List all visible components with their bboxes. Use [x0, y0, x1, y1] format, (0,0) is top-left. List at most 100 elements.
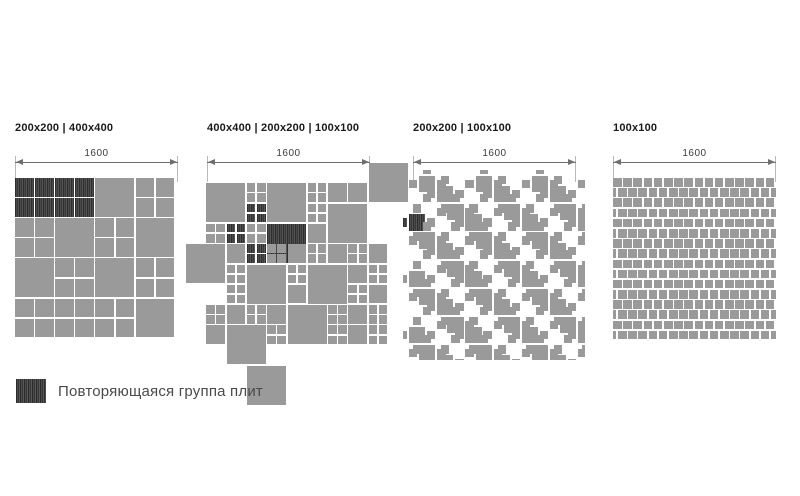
tile-100x100	[669, 290, 678, 299]
tile-field-running-bond	[613, 178, 776, 341]
tile-100x100	[578, 264, 585, 273]
tile-100x100	[287, 274, 297, 284]
tile-100x100	[765, 239, 775, 248]
tile-200x200	[115, 238, 134, 257]
tile-200x200	[578, 327, 585, 344]
tile-100x100	[412, 204, 422, 213]
tile-100x100	[368, 305, 378, 314]
panel-title-4: 100x100	[613, 122, 658, 134]
tile-100x100	[694, 300, 704, 309]
tile-100x100	[338, 325, 347, 334]
tile-100x100	[497, 176, 506, 185]
tile-100x100	[704, 218, 714, 228]
tile-100x100	[745, 279, 755, 289]
tile-100x100	[479, 278, 488, 287]
tile-100x100	[745, 300, 755, 309]
tile-100x100	[669, 188, 678, 197]
tile-400x400	[95, 178, 134, 217]
tile-200x200	[475, 176, 492, 193]
tile-100x100-highlight	[226, 234, 236, 243]
tile-100x100	[618, 188, 627, 197]
tile-200x200	[287, 284, 307, 304]
tile-200x200	[55, 178, 74, 197]
tile-100x100	[730, 290, 739, 299]
tile-100x100	[704, 300, 714, 309]
tile-100x100	[674, 218, 683, 228]
tile-200x200	[493, 299, 510, 316]
tile-100x100	[725, 239, 734, 248]
tile-100x100	[455, 218, 464, 227]
tile-100x100	[328, 315, 337, 324]
tile-100x100	[735, 218, 744, 228]
tile-100x100	[409, 179, 418, 189]
tile-100x100	[765, 178, 775, 187]
tile-100x100	[663, 198, 673, 207]
tile-100x100	[745, 178, 755, 187]
tile-400x400	[368, 163, 408, 202]
tile-400x400	[328, 203, 368, 243]
tile-100x100	[699, 208, 709, 218]
tile-100x100	[669, 249, 678, 258]
tile-100x100	[307, 254, 317, 263]
tile-100x100	[653, 239, 663, 248]
tile-100x100	[689, 330, 698, 340]
tile-100x100	[564, 194, 573, 203]
tile-100x100	[568, 274, 577, 284]
extension-line-right	[775, 156, 776, 182]
tile-100x100-highlight	[257, 213, 266, 223]
tile-100x100	[525, 260, 535, 269]
tile-100x100	[669, 208, 678, 218]
tile-200x200	[437, 242, 454, 259]
tile-200x200	[226, 244, 246, 263]
tile-100x100	[277, 335, 286, 345]
tile-100x100	[663, 320, 673, 330]
arrow-right-icon	[768, 159, 775, 165]
tile-100x100	[750, 249, 760, 258]
arrow-left-icon	[16, 159, 23, 165]
tile-100x100	[441, 345, 450, 354]
tile-100x100	[730, 249, 739, 258]
tile-100x100	[317, 203, 327, 213]
tile-100x100	[246, 315, 256, 324]
tile-field-pinwheel	[403, 170, 585, 360]
extension-line-left	[207, 156, 208, 182]
tile-100x100	[699, 330, 709, 340]
tile-100x100	[578, 236, 585, 245]
tile-100x100	[633, 239, 642, 248]
tile-100x100	[553, 176, 563, 185]
tile-100x100	[368, 315, 378, 324]
tile-100x100-highlight	[246, 213, 256, 223]
tile-100x100	[699, 188, 709, 197]
tile-100x100	[246, 223, 256, 233]
tile-100x100	[451, 306, 460, 316]
tile-100x100	[613, 188, 617, 197]
tile-100x100	[704, 198, 714, 207]
tile-100x100	[257, 234, 266, 243]
tile-100x100	[206, 305, 215, 314]
tile-100x100	[648, 249, 658, 258]
tile-200x200	[328, 183, 347, 202]
tile-100x100	[497, 345, 506, 354]
tile-100x100	[740, 228, 749, 238]
tile-100x100	[684, 320, 693, 330]
tile-100x100	[297, 274, 307, 284]
tile-100x100	[704, 178, 714, 187]
tile-200x200	[348, 183, 368, 202]
tile-100x100	[669, 310, 678, 320]
tile-200x200	[532, 345, 549, 360]
tile-200x200	[35, 218, 54, 237]
tile-100x100	[628, 269, 637, 279]
tile-100x100	[755, 239, 765, 248]
tile-100x100	[550, 264, 559, 273]
tile-100x100	[469, 317, 478, 326]
tile-100x100	[755, 178, 765, 187]
dimension-label-1: 1600	[80, 148, 113, 159]
tile-100x100	[745, 239, 755, 248]
tile-100x100-highlight	[257, 203, 266, 213]
tile-200x200	[348, 264, 368, 284]
tile-100x100	[658, 208, 668, 218]
tile-100x100	[409, 236, 418, 245]
tile-100x100	[613, 320, 622, 330]
tile-400x400	[186, 244, 225, 284]
tile-200x200	[447, 204, 464, 221]
